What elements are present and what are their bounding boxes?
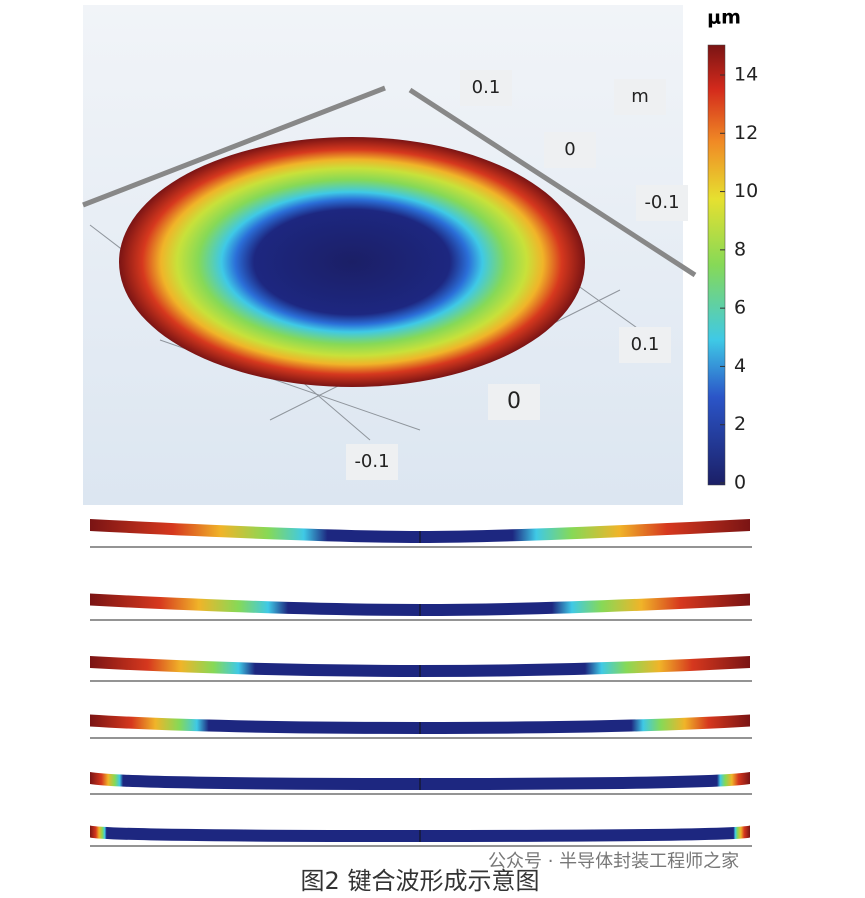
colorbar-unit: μm	[707, 7, 741, 29]
colorbar-tick-label: 12	[734, 122, 758, 144]
colorbar	[707, 44, 726, 486]
frame-edge	[408, 87, 697, 278]
label-background	[460, 70, 512, 106]
label-background	[619, 327, 671, 363]
axis-label: 0.1	[631, 334, 660, 355]
wafer-disk	[119, 137, 585, 387]
caption: 图2 键合波形成示意图	[301, 867, 540, 895]
watermark: 公众号 · 半导体封装工程师之家	[488, 851, 739, 872]
label-background	[488, 384, 540, 420]
label-background	[636, 185, 688, 221]
cross-sections	[90, 519, 752, 847]
axis-label: 0	[564, 139, 575, 160]
colorbar-tick-label: 4	[734, 355, 746, 377]
axis-label: 0.1	[472, 77, 501, 98]
axis-label: -0.1	[354, 451, 389, 472]
label-background	[614, 79, 666, 115]
colorbar-tick-label: 2	[734, 413, 746, 435]
axis-label: m	[631, 86, 649, 107]
colorbar-tick-label: 0	[734, 472, 746, 494]
frame-edge	[82, 85, 386, 208]
axis-label: -0.1	[644, 192, 679, 213]
colorbar-tick-label: 14	[734, 64, 758, 86]
label-background	[544, 132, 596, 168]
axis-label: 0	[507, 389, 521, 414]
colorbar-tick-label: 6	[734, 297, 746, 319]
colorbar-tick-label: 10	[734, 180, 758, 202]
label-background	[346, 444, 398, 480]
colorbar-tick-label: 8	[734, 238, 746, 260]
